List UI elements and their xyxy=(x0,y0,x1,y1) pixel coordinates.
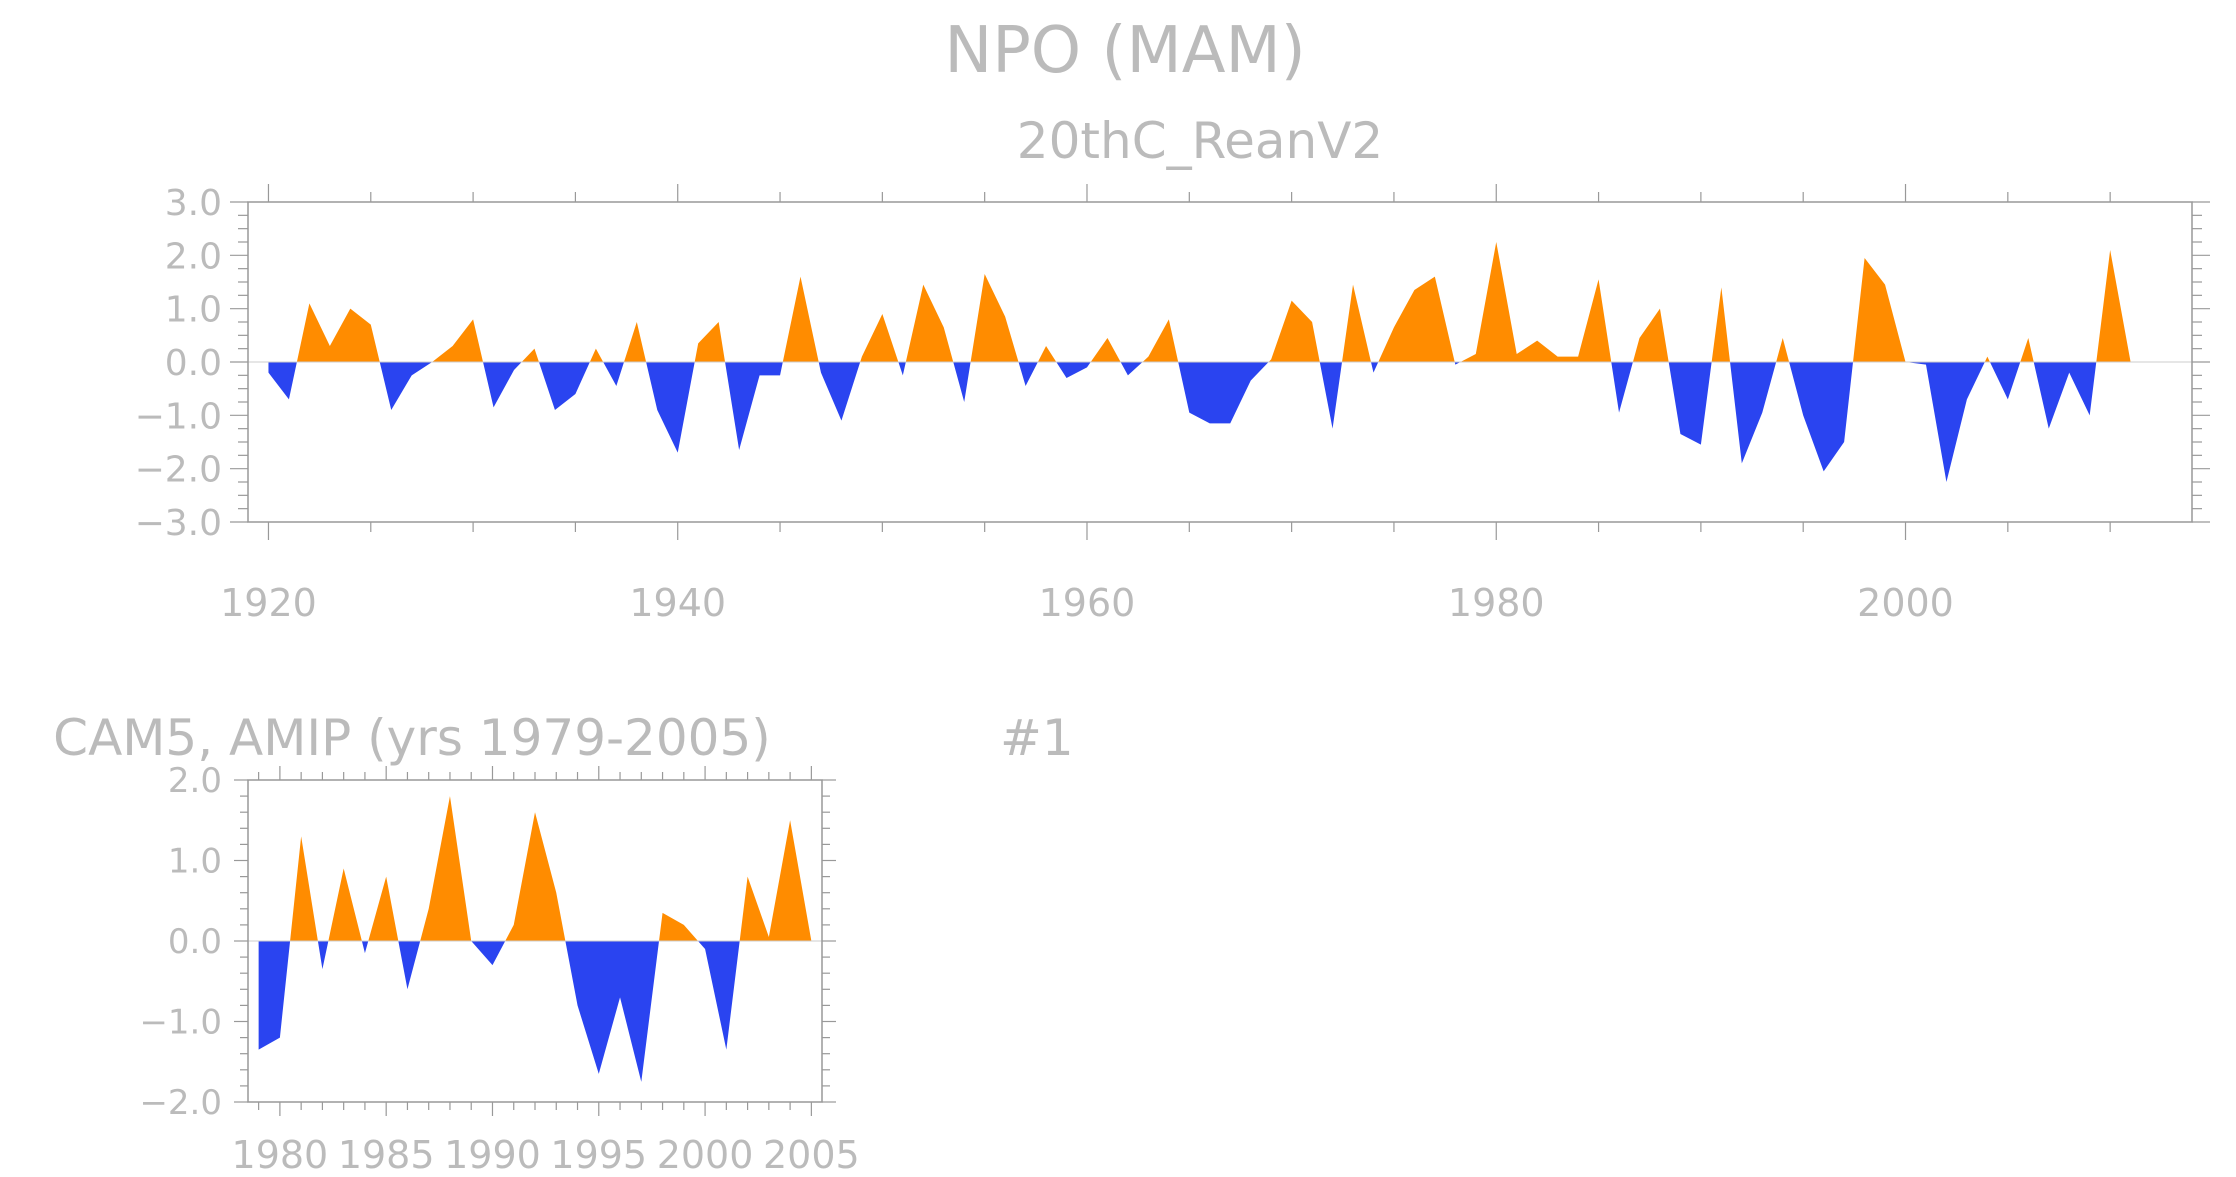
top-panel-subtitle: 20thC_ReanV2 xyxy=(1017,112,1383,170)
positive-area xyxy=(268,242,2152,362)
x-tick-label: 1980 xyxy=(1448,581,1545,625)
x-tick-label: 1990 xyxy=(444,1133,541,1177)
bottom-panel-run-label: #1 xyxy=(1000,709,1074,767)
positive-area xyxy=(258,796,812,941)
y-tick-label: 1.0 xyxy=(165,290,222,331)
x-tick-label: 1995 xyxy=(550,1133,647,1177)
x-tick-label: 1985 xyxy=(338,1133,435,1177)
x-tick-label: 1960 xyxy=(1039,581,1136,625)
y-tick-label: 0.0 xyxy=(168,922,222,962)
y-tick-label: 0.0 xyxy=(165,343,222,384)
x-tick-label: 2000 xyxy=(1857,581,1954,625)
negative-area xyxy=(258,941,812,1082)
y-tick-label: −2.0 xyxy=(135,450,222,491)
bottom-panel: −2.0 −1.0 0.0 1.0 2.0 1980 1985 1990 1995 2000 200… xyxy=(139,761,859,1177)
chart-title: NPO (MAM) xyxy=(944,14,1305,88)
y-tick-label: 3.0 xyxy=(165,183,222,224)
y-tick-label: 2.0 xyxy=(165,236,222,277)
x-tick-label: 2000 xyxy=(657,1133,754,1177)
y-tick-label: 2.0 xyxy=(168,761,222,801)
y-tick-label: −2.0 xyxy=(139,1083,222,1123)
y-tick-label: −1.0 xyxy=(139,1003,222,1043)
x-tick-label: 1920 xyxy=(220,581,317,625)
x-tick-label: 2005 xyxy=(763,1133,860,1177)
bottom-panel-subtitle: CAM5, AMIP (yrs 1979-2005) xyxy=(53,709,771,767)
negative-area xyxy=(268,362,2152,482)
x-tick-label: 1940 xyxy=(629,581,726,625)
top-panel: −3.0 −2.0 −1.0 0.0 1.0 2.0 3.0 1920 1940 1960 1980… xyxy=(135,183,2210,625)
x-tick-label: 1980 xyxy=(232,1133,329,1177)
y-tick-label: −1.0 xyxy=(135,396,222,437)
y-tick-label: −3.0 xyxy=(135,503,222,544)
y-tick-label: 1.0 xyxy=(168,842,222,882)
